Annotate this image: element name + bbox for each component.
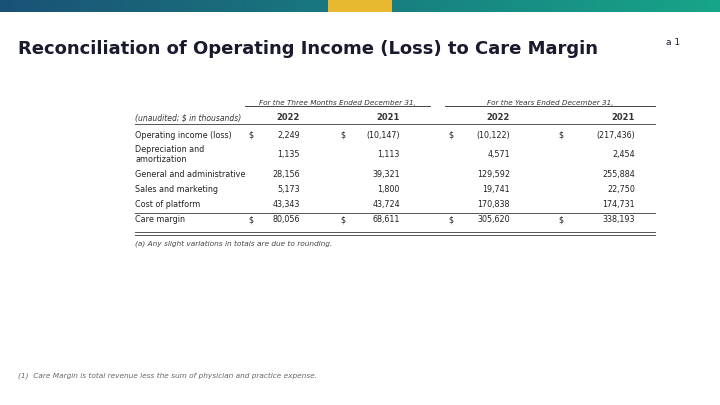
Text: 129,592: 129,592 (477, 170, 510, 179)
Text: $: $ (248, 131, 253, 140)
Text: General and administrative: General and administrative (135, 170, 246, 179)
Text: 43,724: 43,724 (372, 200, 400, 209)
Text: (10,122): (10,122) (476, 131, 510, 140)
Text: 170,838: 170,838 (477, 200, 510, 209)
Text: (10,147): (10,147) (366, 131, 400, 140)
Text: $: $ (558, 131, 563, 140)
Text: 255,884: 255,884 (602, 170, 635, 179)
Text: Care margin: Care margin (135, 215, 185, 224)
Text: 19,741: 19,741 (482, 185, 510, 194)
Text: 80,056: 80,056 (272, 215, 300, 224)
Text: Sales and marketing: Sales and marketing (135, 185, 218, 194)
Text: 338,193: 338,193 (603, 215, 635, 224)
Text: a 1: a 1 (666, 38, 680, 47)
Text: 39,321: 39,321 (372, 170, 400, 179)
Text: $: $ (448, 131, 453, 140)
Text: 1,800: 1,800 (377, 185, 400, 194)
Text: For the Years Ended December 31,: For the Years Ended December 31, (487, 100, 613, 106)
Text: $: $ (248, 215, 253, 224)
Text: $: $ (448, 215, 453, 224)
Text: $: $ (340, 131, 345, 140)
Text: Depreciation and
amortization: Depreciation and amortization (135, 145, 204, 164)
Text: $: $ (558, 215, 563, 224)
Text: 2,454: 2,454 (613, 150, 635, 159)
Text: (a) Any slight variations in totals are due to rounding.: (a) Any slight variations in totals are … (135, 240, 332, 247)
Text: 174,731: 174,731 (603, 200, 635, 209)
Text: 1,113: 1,113 (377, 150, 400, 159)
Bar (328, 0, 392, 12)
Text: 2,249: 2,249 (277, 131, 300, 140)
Text: Cost of platform: Cost of platform (135, 200, 200, 209)
Text: (1)  Care Margin is total revenue less the sum of physician and practice expense: (1) Care Margin is total revenue less th… (18, 372, 317, 379)
Text: 2022: 2022 (487, 113, 510, 122)
Text: 5,173: 5,173 (277, 185, 300, 194)
Text: 43,343: 43,343 (273, 200, 300, 209)
Text: 16: 16 (693, 384, 711, 397)
Text: 68,611: 68,611 (373, 215, 400, 224)
Text: 2021: 2021 (377, 113, 400, 122)
Text: (217,436): (217,436) (596, 131, 635, 140)
Text: (unaudited; $ in thousands): (unaudited; $ in thousands) (135, 113, 241, 122)
Text: 1,135: 1,135 (277, 150, 300, 159)
Text: 2022: 2022 (276, 113, 300, 122)
Text: 22,750: 22,750 (607, 185, 635, 194)
Text: 305,620: 305,620 (477, 215, 510, 224)
Text: 2021: 2021 (611, 113, 635, 122)
Text: 28,156: 28,156 (272, 170, 300, 179)
Text: $: $ (340, 215, 345, 224)
Text: Reconciliation of Operating Income (Loss) to Care Margin: Reconciliation of Operating Income (Loss… (18, 40, 598, 58)
Text: Operating income (loss): Operating income (loss) (135, 131, 232, 140)
Text: 4,571: 4,571 (487, 150, 510, 159)
Text: For the Three Months Ended December 31,: For the Three Months Ended December 31, (259, 100, 416, 106)
